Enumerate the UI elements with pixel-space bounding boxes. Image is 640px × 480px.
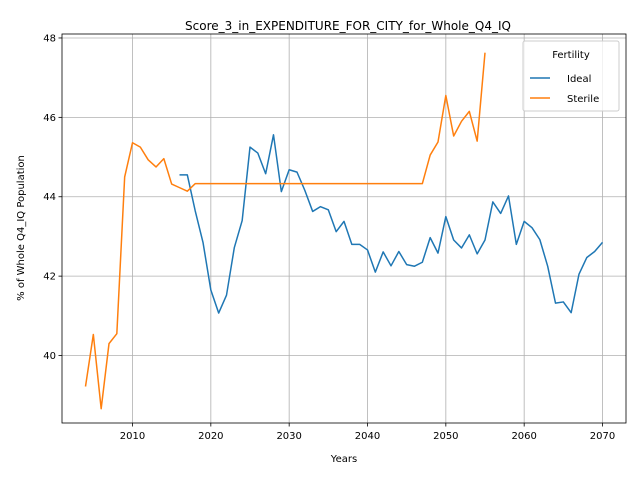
x-axis-label: Years (330, 454, 357, 465)
series-layer (84, 52, 604, 410)
y-tick-label: 48 (43, 33, 56, 44)
legend-label-sterile: Sterile (567, 94, 599, 105)
x-tick-label: 2050 (433, 431, 458, 442)
y-tick-label: 42 (43, 272, 56, 283)
y-tick-label: 46 (43, 113, 56, 124)
series-line-ideal (179, 134, 604, 314)
y-tick-label: 44 (43, 192, 56, 203)
x-axis: 2010 2020 2030 2040 2050 2060 2070 (120, 423, 615, 442)
y-tick-label: 40 (43, 351, 56, 362)
x-tick-label: 2030 (276, 431, 301, 442)
x-tick-label: 2070 (590, 431, 615, 442)
x-tick-label: 2020 (198, 431, 223, 442)
x-tick-label: 2010 (120, 431, 145, 442)
legend-box (522, 40, 620, 112)
chart-title: Score_3_in_EXPENDITURE_FOR_CITY_for_Whol… (185, 19, 511, 33)
legend: Fertility Ideal Sterile (522, 40, 620, 112)
legend-label-ideal: Ideal (567, 74, 591, 85)
plot-frame (61, 33, 627, 424)
y-axis: 40 42 44 46 48 (43, 33, 62, 362)
y-axis-label: % of Whole Q4_IQ Population (16, 155, 27, 301)
series-line-sterile (84, 52, 486, 410)
x-tick-label: 2060 (511, 431, 536, 442)
x-tick-label: 2040 (355, 431, 380, 442)
legend-title: Fertility (552, 50, 590, 61)
